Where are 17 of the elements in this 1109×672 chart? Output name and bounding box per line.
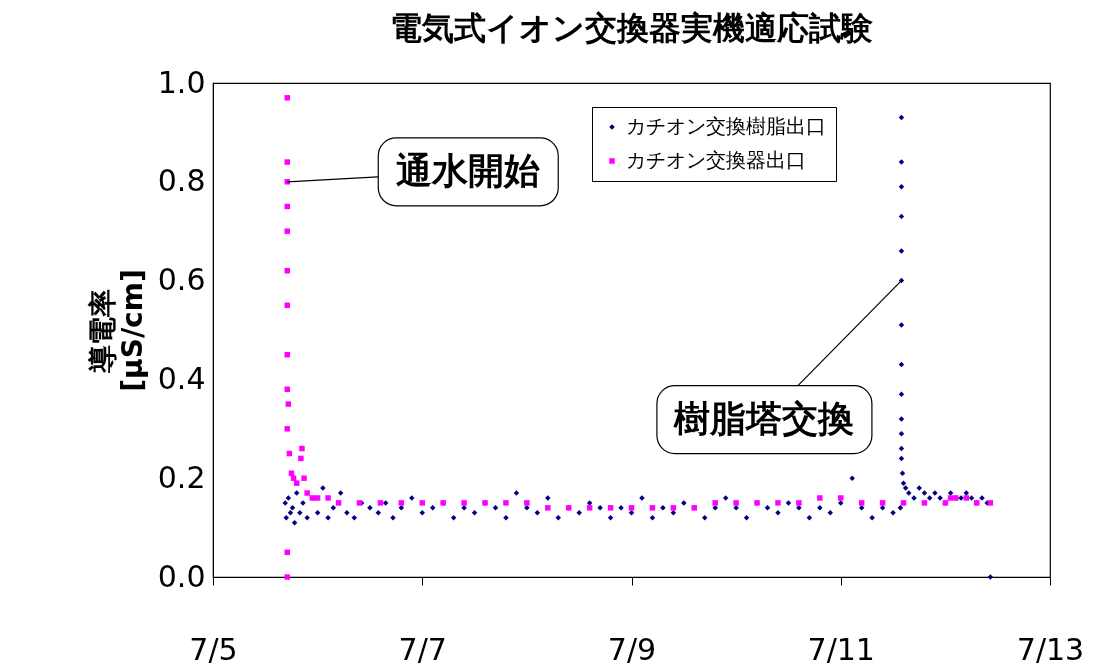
x-tick-label: 7/7 (398, 631, 447, 667)
y-tick-label: 0.4 (157, 360, 206, 396)
legend-label: カチオン交換器出口 (626, 148, 806, 172)
y-tick-label: 0.8 (157, 163, 206, 199)
annotation: 樹脂塔交換 (673, 397, 855, 439)
y-axis-title: 導電率 [μS/cm] (85, 269, 149, 392)
legend-label: カチオン交換樹脂出口 (626, 114, 826, 138)
y-tick-label: 0.6 (157, 262, 206, 298)
x-tick-label: 7/9 (607, 631, 657, 667)
x-tick-label: 7/5 (189, 631, 238, 667)
chart-title: 電気式イオン交換器実機適応試験 (390, 9, 873, 47)
y-tick-label: 1.0 (157, 64, 206, 100)
annotation: 通水開始 (396, 149, 541, 191)
x-tick-label: 7/11 (807, 631, 875, 667)
y-tick-label: 0.0 (157, 558, 206, 594)
x-tick-label: 7/13 (1016, 631, 1085, 667)
y-tick-label: 0.2 (157, 459, 206, 495)
